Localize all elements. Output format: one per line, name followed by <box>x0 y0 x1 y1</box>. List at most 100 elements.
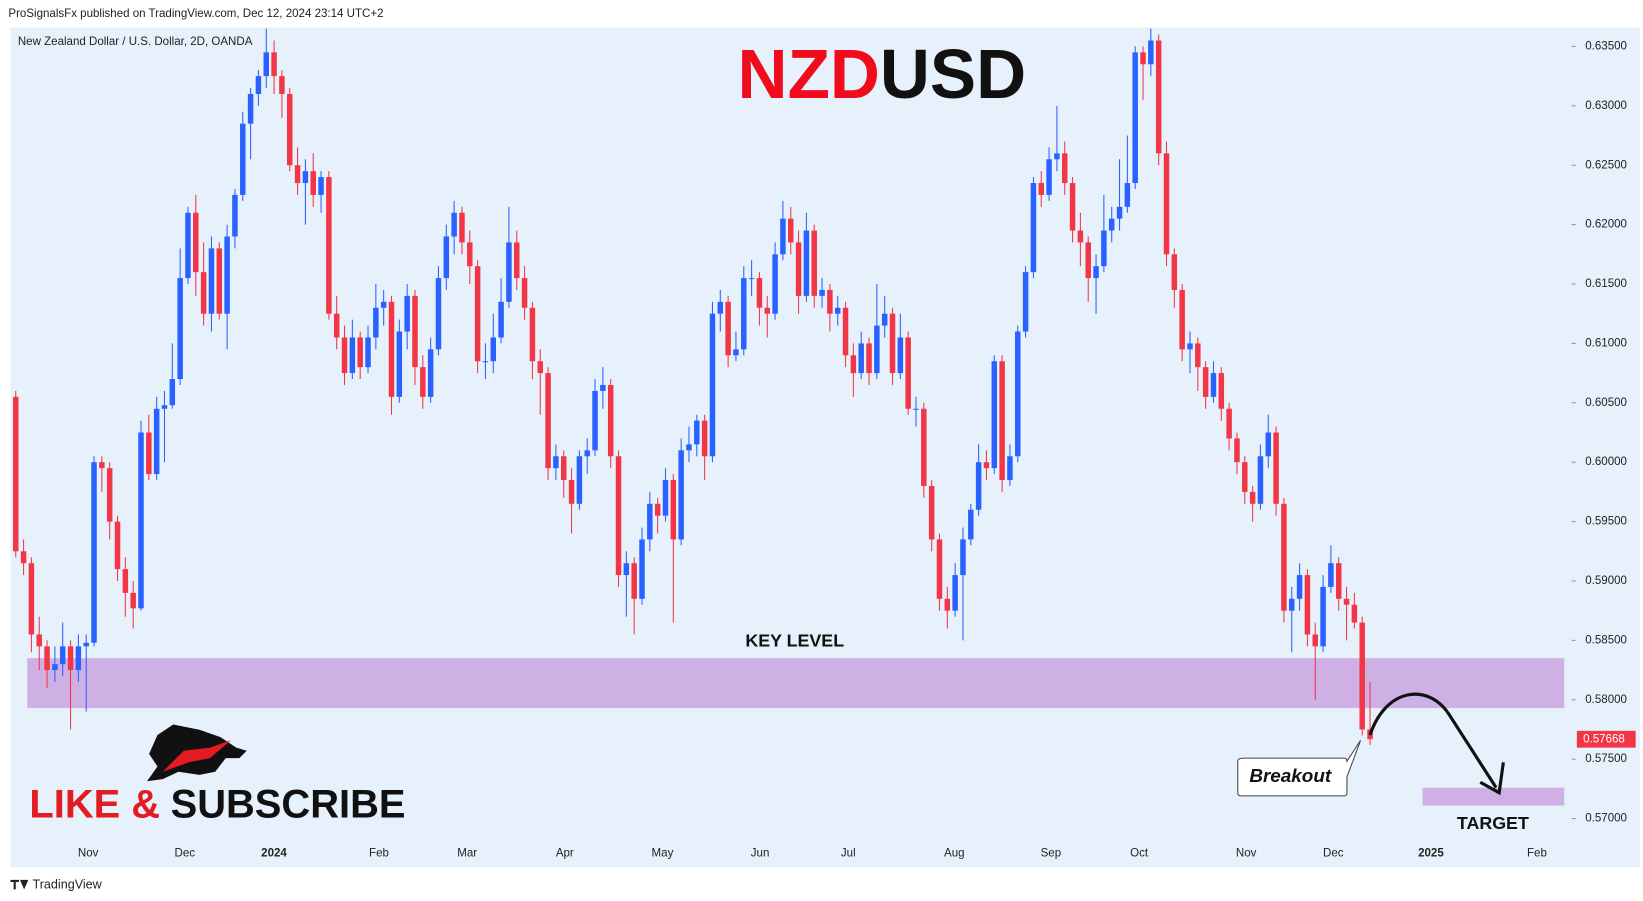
candle-body <box>842 307 849 356</box>
candle-body <box>232 194 238 237</box>
x-tick-label: Mar <box>457 848 477 860</box>
candle-body <box>780 218 786 255</box>
candle-body <box>1124 183 1131 207</box>
candle-body <box>694 420 700 445</box>
candle-body <box>208 248 215 314</box>
y-tick-label: 0.58000 <box>1585 694 1627 706</box>
candle-body <box>600 384 606 391</box>
candle-body <box>1210 373 1217 397</box>
candle-body <box>748 278 755 280</box>
x-tick-label: Nov <box>78 848 99 860</box>
x-tick-label: Apr <box>556 848 574 860</box>
candle-body <box>365 337 371 368</box>
candle-body <box>514 242 520 279</box>
candle-body <box>13 396 19 552</box>
candle-body <box>1312 634 1318 647</box>
axes: 0.57000 0.57500 0.58000 0.58500 0.59000 0.595… <box>78 40 1636 860</box>
candle-body <box>1007 456 1013 481</box>
x-tick-label: 2025 <box>1418 848 1444 860</box>
candle-body <box>733 349 739 356</box>
candle-body <box>153 408 160 475</box>
candle-body <box>146 432 152 475</box>
candle-body <box>420 367 426 397</box>
candle-body <box>874 325 880 374</box>
candle-body <box>310 171 316 195</box>
candle-body <box>881 313 888 326</box>
candle-body <box>1257 456 1264 504</box>
y-tick-label: 0.62000 <box>1585 219 1627 231</box>
candles <box>13 28 1373 745</box>
x-tick-label: Aug <box>944 848 965 860</box>
arrow <box>1368 692 1498 789</box>
candle-body <box>177 278 183 380</box>
candle-body <box>905 337 911 409</box>
candle-body <box>1351 604 1358 623</box>
arrow-head <box>1479 762 1505 796</box>
last-price-box <box>1576 730 1636 748</box>
title-part: NZD <box>738 35 880 113</box>
candle-body <box>913 408 919 410</box>
candle-body <box>960 539 966 576</box>
title-part: USD <box>880 35 1026 113</box>
candle-body <box>850 355 857 374</box>
candle-body <box>1234 438 1240 463</box>
candle-body <box>1015 331 1021 457</box>
candle-body <box>294 165 301 184</box>
candle-body <box>1187 343 1193 350</box>
candle-body <box>130 592 136 609</box>
candle-body <box>396 331 403 397</box>
candle-body <box>482 361 489 363</box>
candle-body <box>28 563 35 635</box>
candle-body <box>952 575 958 611</box>
x-tick-label: Feb <box>1527 848 1547 860</box>
last-price-label: 0.57668 <box>1583 733 1625 745</box>
candle-body <box>811 230 817 296</box>
candle-body <box>451 212 457 237</box>
y-tick-label: 0.59000 <box>1585 575 1627 587</box>
candle-body <box>99 462 105 469</box>
candle-body <box>560 456 567 481</box>
candle-body <box>271 52 277 77</box>
candle-body <box>1116 206 1123 219</box>
footer: TradingView <box>33 877 103 891</box>
x-tick-label: Jul <box>841 848 856 860</box>
candle-body <box>333 313 340 338</box>
candle-body <box>59 646 66 665</box>
candle-body <box>788 218 794 243</box>
candle-body <box>216 248 223 314</box>
candle-body <box>1320 586 1326 647</box>
candle-body <box>1108 218 1115 231</box>
candle-body <box>1281 503 1287 611</box>
candle-body <box>106 468 113 522</box>
candle-body <box>83 642 89 647</box>
candle-body <box>459 212 465 243</box>
x-tick-label: Sep <box>1041 848 1062 860</box>
candle-body <box>302 171 309 184</box>
candle-body <box>349 337 356 374</box>
x-tick-label: Nov <box>1236 848 1257 860</box>
candle-body <box>1343 598 1350 605</box>
candle-body <box>1335 563 1342 599</box>
symbol: New Zealand Dollar / U.S. Dollar, 2D, OA… <box>18 36 253 48</box>
tv-logo <box>10 879 29 890</box>
key-level-label: KEY LEVEL <box>745 630 844 650</box>
candle-body <box>1296 575 1303 599</box>
candle-body <box>506 242 512 302</box>
candle-body <box>592 390 598 451</box>
y-tick-label: 0.62500 <box>1585 159 1627 171</box>
candle-body <box>20 551 27 564</box>
x-tick-label: Dec <box>1323 848 1344 860</box>
promo-part: LIKE & <box>29 782 160 826</box>
zone <box>1422 787 1565 806</box>
bull-logo-accent <box>162 740 231 772</box>
candle-body <box>576 456 583 504</box>
candle-body <box>921 408 927 486</box>
y-tick-label: 0.60000 <box>1585 456 1627 468</box>
y-tick-label: 0.57000 <box>1585 813 1627 825</box>
candle-body <box>686 444 692 451</box>
candle-body <box>701 420 708 457</box>
y-tick-label: 0.60500 <box>1585 397 1627 409</box>
candle-body <box>1171 254 1178 290</box>
